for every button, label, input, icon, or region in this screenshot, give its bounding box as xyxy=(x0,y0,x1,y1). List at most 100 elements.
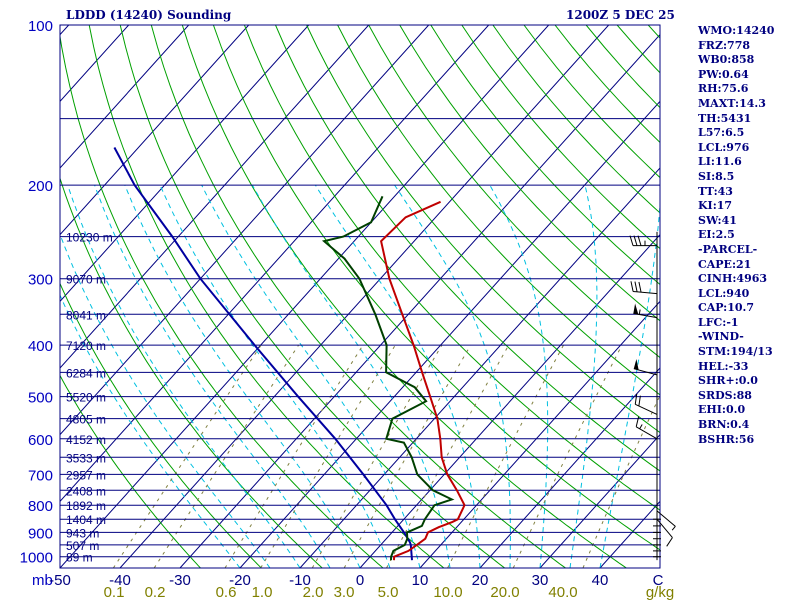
moist-adiabat xyxy=(159,184,391,568)
index-item: BSHR:56 xyxy=(698,432,755,446)
mixing-ratio-label: 20.0 xyxy=(490,584,519,600)
index-item: SHR+:0.0 xyxy=(698,374,758,388)
index-item: CINH:4963 xyxy=(698,272,768,286)
mixing-ratio-label: 2.0 xyxy=(303,584,324,600)
pressure-label: 100 xyxy=(28,18,53,35)
index-item: EHI:0.0 xyxy=(698,403,746,417)
moist-adiabat xyxy=(201,184,421,568)
mixing-ratio-label: 3.0 xyxy=(334,584,355,600)
temperature-label: -50 xyxy=(49,572,71,589)
isotherm-line xyxy=(60,25,190,169)
index-item: -WIND- xyxy=(698,330,744,344)
dry-adiabat xyxy=(60,282,262,568)
moist-adiabat xyxy=(251,184,451,568)
mixing-ratio-label: 40.0 xyxy=(548,584,577,600)
index-item: LI:11.6 xyxy=(698,155,742,169)
height-label: 1892 m xyxy=(66,499,106,513)
index-item: MAXT:14.3 xyxy=(698,96,766,110)
moist-adiabat xyxy=(124,184,361,568)
pressure-label: 400 xyxy=(28,338,53,355)
dry-adiabat xyxy=(60,176,323,568)
wind-barb xyxy=(630,281,658,295)
mixing-ratio-line xyxy=(311,344,443,568)
isotherm-line xyxy=(0,25,9,568)
isotherm-line xyxy=(479,367,660,568)
pressure-label: 200 xyxy=(28,178,53,195)
height-label: 4152 m xyxy=(66,433,106,447)
index-item: LCL:976 xyxy=(698,140,750,154)
height-label: 3533 m xyxy=(66,451,106,465)
mixing-ratio-unit: g/kg xyxy=(646,584,674,600)
height-label: 943 m xyxy=(66,526,99,540)
index-item: SRDS:88 xyxy=(698,388,752,402)
dry-adiabat xyxy=(119,25,506,568)
isotherm-line xyxy=(60,25,550,568)
temperature-label: -30 xyxy=(169,572,191,589)
height-label: 8041 m xyxy=(66,308,106,322)
dry-adiabat xyxy=(430,25,660,286)
height-label: 6284 m xyxy=(66,366,106,380)
isotherm-line xyxy=(239,100,660,568)
isotherm-line xyxy=(419,300,660,568)
mixing-ratio-line xyxy=(112,344,262,568)
isotherm-line xyxy=(60,25,430,436)
height-label: 507 m xyxy=(66,539,99,553)
index-item: STM:194/13 xyxy=(698,345,773,359)
height-label: 4805 m xyxy=(66,413,106,427)
index-item: LCL:940 xyxy=(698,286,750,300)
mixing-ratio-label: 5.0 xyxy=(378,584,399,600)
wind-barb xyxy=(633,359,658,376)
index-item: CAP:10.7 xyxy=(698,301,755,315)
index-item: KI:17 xyxy=(698,199,733,213)
mixing-ratio-line xyxy=(386,344,510,568)
isotherm-line xyxy=(60,25,370,369)
temperature-label: 10 xyxy=(412,572,429,589)
station-title: LDDD (14240) Sounding xyxy=(66,8,232,22)
moist-adiabat xyxy=(569,184,598,568)
index-item: RH:75.6 xyxy=(698,82,749,96)
mixing-ratio-label: 0.2 xyxy=(145,584,166,600)
moist-adiabat xyxy=(489,184,549,568)
wind-barb xyxy=(656,510,676,531)
temperature-label: 40 xyxy=(592,572,609,589)
isotherm-line xyxy=(179,33,660,568)
height-label: 7120 m xyxy=(66,339,106,353)
pressure-unit: mb xyxy=(32,572,53,589)
temperature-unit: C xyxy=(653,572,664,589)
dry-adiabat xyxy=(60,374,201,568)
background-lines xyxy=(0,25,660,568)
wind-barb xyxy=(629,235,657,247)
dry-adiabat xyxy=(399,25,660,322)
moist-adiabat xyxy=(94,184,331,568)
isotherm-line xyxy=(60,25,250,236)
pressure-label: 300 xyxy=(28,272,53,289)
mixing-ratio-line xyxy=(512,344,623,568)
pressure-label: 500 xyxy=(28,390,53,407)
index-item: TH:5431 xyxy=(698,111,752,125)
pressure-label: 600 xyxy=(28,432,53,449)
moist-adiabat xyxy=(314,184,481,568)
isotherm-line xyxy=(60,25,70,36)
height-label: 1404 m xyxy=(66,513,106,527)
wind-barb xyxy=(634,393,658,415)
index-item: BRN:0.4 xyxy=(698,418,750,432)
dry-adiabat xyxy=(243,25,660,511)
index-item: HEL:-33 xyxy=(698,359,749,373)
index-item: WB0:858 xyxy=(698,53,755,67)
height-label: 2957 m xyxy=(66,468,106,482)
isotherm-line xyxy=(60,25,490,503)
dewpoint-trace xyxy=(321,195,455,561)
temperature-label: 0 xyxy=(356,572,364,589)
height-label: 89 m xyxy=(66,551,93,565)
height-label: 5520 m xyxy=(66,391,106,405)
temperature-label: -40 xyxy=(109,572,131,589)
height-label: 10230 m xyxy=(66,231,113,245)
index-item: L57:6.5 xyxy=(698,126,745,140)
pressure-label: 700 xyxy=(28,467,53,484)
mixing-ratio-line xyxy=(343,344,472,568)
plot-frame xyxy=(59,24,661,569)
temperature-trace xyxy=(380,200,466,561)
moist-adiabat xyxy=(599,200,660,568)
mixing-ratio-line xyxy=(224,344,364,568)
index-item: CAPE:21 xyxy=(698,257,752,271)
